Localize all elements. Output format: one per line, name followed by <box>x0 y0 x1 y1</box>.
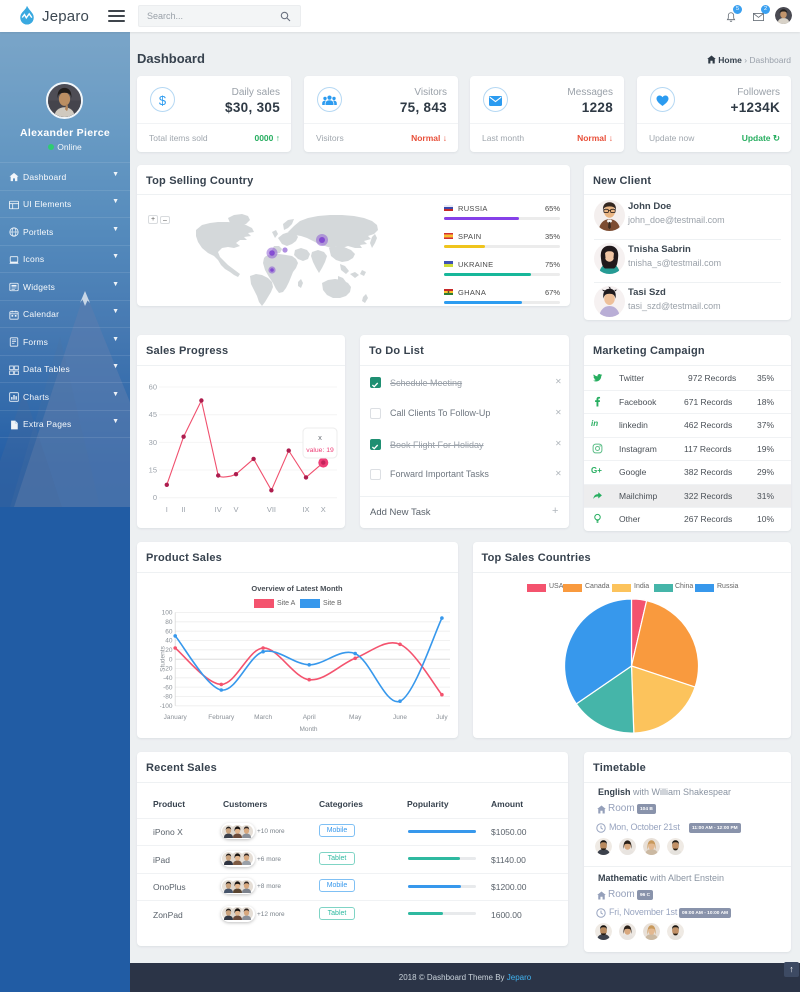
svg-text:VII: VII <box>267 505 276 514</box>
svg-text:value: 19: value: 19 <box>306 447 334 454</box>
svg-text:July: July <box>436 714 448 721</box>
svg-text:-60: -60 <box>163 684 173 691</box>
svg-text:January: January <box>164 714 188 721</box>
svg-text:15: 15 <box>149 466 157 475</box>
svg-text:April: April <box>303 714 317 721</box>
svg-text:June: June <box>393 714 407 721</box>
svg-text:0: 0 <box>169 656 173 663</box>
svg-text:60: 60 <box>165 628 173 635</box>
svg-text:x: x <box>318 433 322 442</box>
svg-text:IV: IV <box>215 505 222 514</box>
svg-text:I: I <box>166 505 168 514</box>
svg-text:0: 0 <box>153 493 157 502</box>
svg-text:IX: IX <box>302 505 309 514</box>
svg-text:II: II <box>182 505 186 514</box>
svg-text:40: 40 <box>165 638 173 645</box>
svg-text:45: 45 <box>149 410 157 419</box>
svg-text:February: February <box>208 714 235 721</box>
svg-text:20: 20 <box>165 647 173 654</box>
svg-text:-80: -80 <box>163 694 173 701</box>
svg-text:X: X <box>321 505 326 514</box>
svg-text:-40: -40 <box>163 675 173 682</box>
svg-text:30: 30 <box>149 438 157 447</box>
svg-text:100: 100 <box>162 610 173 617</box>
svg-text:80: 80 <box>165 619 173 626</box>
svg-text:-20: -20 <box>163 666 173 673</box>
svg-text:-100: -100 <box>160 703 173 710</box>
svg-text:Month: Month <box>299 726 317 733</box>
svg-text:Students: Students <box>160 645 167 671</box>
svg-text:V: V <box>233 505 238 514</box>
svg-text:May: May <box>349 714 362 721</box>
svg-text:60: 60 <box>149 383 157 392</box>
svg-text:March: March <box>254 714 272 721</box>
